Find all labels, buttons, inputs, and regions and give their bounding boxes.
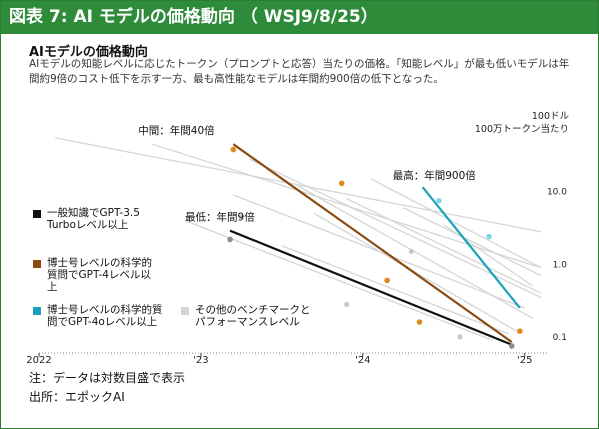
series-point-gpt4 — [517, 328, 523, 334]
series-point-gpt4 — [384, 277, 390, 284]
other-benchmark-point — [238, 214, 244, 220]
other-benchmark-point — [457, 334, 463, 340]
chart-title: AIモデルの価格動向 — [29, 45, 148, 60]
series-point-gpt4o — [486, 233, 492, 240]
other-benchmark-line — [370, 178, 542, 269]
series-line-gpt4o — [421, 186, 521, 309]
y-unit-label: 100ドル — [532, 111, 570, 122]
series-point-gpt4o — [436, 197, 442, 204]
series-line-gpt35 — [229, 229, 513, 346]
legend-label-gpt4: 博士号レベルの科学的質問でGPT-4レベル以上 — [47, 257, 152, 293]
other-benchmark-line — [184, 219, 493, 341]
legend-swatch-gpt35 — [33, 210, 41, 218]
x-tick-label: '24 — [355, 355, 370, 366]
chart-subtitle: AIモデルの知能レベルに応じたトークン（プロンプトと応答）当たりの価格。「知能レ… — [29, 58, 570, 85]
x-tick-label: '25 — [517, 355, 532, 366]
series-point-gpt35 — [508, 343, 515, 349]
y-tick-label: 0.1 — [553, 333, 567, 343]
annotation-highest: 最高：年間900倍 — [393, 169, 477, 182]
series-point-gpt4 — [230, 146, 237, 153]
legend-label-gpt35: 一般知識でGPT-3.5 Turboレベル以上 — [47, 207, 140, 231]
legend-label-other: その他のベンチマークとパフォーマンスレベル — [195, 304, 311, 328]
y-tick-label: 10.0 — [547, 188, 567, 198]
y-tick-label: 1.0 — [553, 260, 568, 270]
annotation-median: 中間：年間40倍 — [138, 124, 215, 137]
other-benchmark-line — [297, 185, 534, 319]
x-tick-label: '23 — [193, 355, 208, 366]
series-point-gpt35 — [227, 236, 233, 243]
other-benchmark-line — [402, 207, 542, 277]
other-benchmark-line — [233, 194, 525, 309]
chart-source: 出所：エポックAI — [29, 390, 125, 404]
chart-note: 注：データは対数目盛で表示 — [29, 371, 186, 385]
legend-swatch-gpt4o — [33, 307, 41, 315]
other-benchmark-line — [55, 137, 542, 233]
other-benchmark-line — [346, 198, 542, 294]
series-line-gpt4 — [232, 143, 513, 343]
legend-label-gpt4o: 博士号レベルの科学的質問でGPT-4oレベル以上 — [47, 304, 163, 328]
other-benchmark-point — [344, 301, 350, 308]
series-point-gpt4 — [416, 319, 423, 325]
figure-header: 図表 7: AI モデルの価格動向 （ WSJ9/8/25） — [1, 1, 598, 34]
series-point-gpt4 — [338, 180, 345, 187]
annotation-lowest: 最低：年間9倍 — [185, 211, 255, 224]
other-benchmark-line — [443, 224, 534, 287]
y-unit-label: 100万トークン当たり — [475, 123, 569, 135]
other-benchmark-line — [281, 245, 509, 335]
x-tick-label: 2022 — [26, 355, 51, 366]
legend-swatch-gpt4 — [33, 260, 41, 268]
legend-swatch-other — [181, 307, 189, 315]
other-benchmark-point — [408, 248, 414, 255]
